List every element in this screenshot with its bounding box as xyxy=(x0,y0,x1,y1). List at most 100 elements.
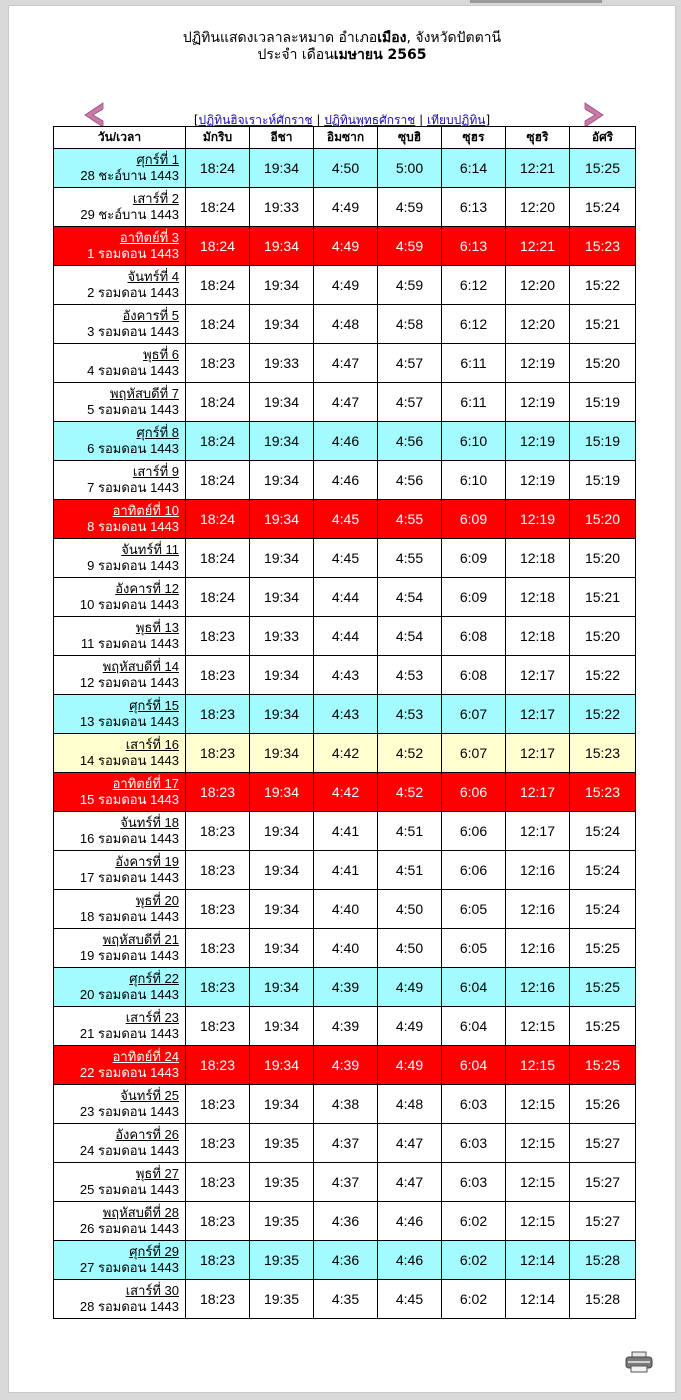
time-cell: 18:24 xyxy=(185,460,250,500)
time-cell: 4:45 xyxy=(377,1279,442,1319)
time-cell: 15:27 xyxy=(569,1162,636,1202)
day-link[interactable]: ศุกร์ที่ 15 xyxy=(129,698,179,713)
time-cell: 15:19 xyxy=(569,382,636,422)
day-link[interactable]: ศุกร์ที่ 1 xyxy=(136,152,179,167)
table-row: พุธที่ 27 25 รอมดอน 1443 18:23 19:35 4:37 4:4… xyxy=(53,1162,636,1202)
time-cell: 12:16 xyxy=(505,850,570,890)
time-cell: 12:20 xyxy=(505,304,570,344)
time-cell: 19:34 xyxy=(249,577,314,617)
time-cell: 15:20 xyxy=(569,616,636,656)
time-cell: 4:36 xyxy=(313,1201,378,1241)
time-cell: 6:03 xyxy=(441,1123,506,1163)
day-link[interactable]: พฤหัสบดีที่ 14 xyxy=(102,659,179,674)
hijri-date: 27 รอมดอน 1443 xyxy=(79,1260,179,1275)
day-link[interactable]: เสาร์ที่ 30 xyxy=(125,1283,179,1298)
date-cell: พุธที่ 27 25 รอมดอน 1443 xyxy=(53,1162,186,1202)
day-link[interactable]: พฤหัสบดีที่ 7 xyxy=(109,386,179,401)
table-row: เสาร์ที่ 16 14 รอมดอน 1443 18:23 19:34 4:42 4… xyxy=(53,733,636,773)
title-district: เมือง xyxy=(377,30,407,46)
time-cell: 6:06 xyxy=(441,811,506,851)
day-link[interactable]: พฤหัสบดีที่ 28 xyxy=(102,1205,179,1220)
day-link[interactable]: พุธที่ 20 xyxy=(135,893,179,908)
time-cell: 4:53 xyxy=(377,655,442,695)
date-cell: ศุกร์ที่ 1 28 ชะอ์บาน 1443 xyxy=(53,148,186,188)
time-cell: 4:50 xyxy=(377,928,442,968)
title-line-1: ปฏิทินแสดงเวลาละหมาด อำเภอเมือง, จังหวัด… xyxy=(9,30,675,47)
day-link[interactable]: จันทร์ที่ 4 xyxy=(127,269,179,284)
chevron-left-icon[interactable] xyxy=(83,102,105,128)
hijri-date: 18 รอมดอน 1443 xyxy=(79,909,179,924)
date-cell: จันทร์ที่ 11 9 รอมดอน 1443 xyxy=(53,538,186,578)
printer-icon[interactable] xyxy=(625,1351,653,1373)
time-cell: 4:49 xyxy=(377,1045,442,1085)
time-cell: 4:45 xyxy=(313,499,378,539)
time-cell: 4:42 xyxy=(313,772,378,812)
time-cell: 6:08 xyxy=(441,655,506,695)
time-cell: 18:23 xyxy=(185,655,250,695)
time-cell: 4:37 xyxy=(313,1162,378,1202)
day-link[interactable]: ศุกร์ที่ 29 xyxy=(129,1244,179,1259)
day-link[interactable]: อาทิตย์ที่ 3 xyxy=(119,230,179,245)
hijri-date: 11 รอมดอน 1443 xyxy=(80,636,179,651)
table-row: อาทิตย์ที่ 10 8 รอมดอน 1443 18:24 19:34 4:45… xyxy=(53,499,636,539)
day-link[interactable]: อังคารที่ 26 xyxy=(115,1127,179,1142)
day-link[interactable]: พุธที่ 27 xyxy=(135,1166,179,1181)
day-link[interactable]: อังคารที่ 12 xyxy=(115,581,179,596)
time-cell: 6:06 xyxy=(441,850,506,890)
column-header: ซุฮร xyxy=(441,126,506,149)
date-cell: จันทร์ที่ 25 23 รอมดอน 1443 xyxy=(53,1084,186,1124)
hijri-date: 28 รอมดอน 1443 xyxy=(79,1299,179,1314)
day-link[interactable]: เสาร์ที่ 16 xyxy=(125,737,179,752)
date-cell: เสาร์ที่ 16 14 รอมดอน 1443 xyxy=(53,733,186,773)
day-link[interactable]: เสาร์ที่ 2 xyxy=(132,191,179,206)
day-link[interactable]: จันทร์ที่ 18 xyxy=(120,815,179,830)
day-link[interactable]: อาทิตย์ที่ 24 xyxy=(112,1049,179,1064)
time-cell: 19:33 xyxy=(249,187,314,227)
time-cell: 4:37 xyxy=(313,1123,378,1163)
time-cell: 15:28 xyxy=(569,1240,636,1280)
date-cell: เสาร์ที่ 23 21 รอมดอน 1443 xyxy=(53,1006,186,1046)
day-link[interactable]: อังคารที่ 5 xyxy=(122,308,179,323)
hijri-date: 23 รอมดอน 1443 xyxy=(79,1104,179,1119)
hijri-calendar-link[interactable]: ปฏิทินฮิจเราะห์ศักราช xyxy=(198,113,313,127)
time-cell: 6:03 xyxy=(441,1162,506,1202)
table-row: พุธที่ 13 11 รอมดอน 1443 18:23 19:33 4:44 4:5… xyxy=(53,616,636,656)
day-link[interactable]: เสาร์ที่ 23 xyxy=(125,1010,179,1025)
hijri-date: 7 รอมดอน 1443 xyxy=(87,480,179,495)
table-row: อังคารที่ 12 10 รอมดอน 1443 18:24 19:34 4:44… xyxy=(53,577,636,617)
day-link[interactable]: เสาร์ที่ 9 xyxy=(132,464,179,479)
time-cell: 18:23 xyxy=(185,1201,250,1241)
table-body: ศุกร์ที่ 1 28 ชะอ์บาน 1443 18:24 19:34 4:50 5… xyxy=(53,148,636,1319)
time-cell: 5:00 xyxy=(377,148,442,188)
day-link[interactable]: จันทร์ที่ 11 xyxy=(121,542,179,557)
table-row: อังคารที่ 19 17 รอมดอน 1443 18:23 19:34 4:41… xyxy=(53,850,636,890)
time-cell: 4:52 xyxy=(377,733,442,773)
time-cell: 19:35 xyxy=(249,1240,314,1280)
date-cell: พฤหัสบดีที่ 21 19 รอมดอน 1443 xyxy=(53,928,186,968)
day-link[interactable]: พุธที่ 13 xyxy=(135,620,179,635)
time-cell: 12:15 xyxy=(505,1006,570,1046)
buddhist-calendar-link[interactable]: ปฏิทินพุทธศักราช xyxy=(324,113,416,127)
day-link[interactable]: อังคารที่ 19 xyxy=(115,854,179,869)
time-cell: 4:44 xyxy=(313,616,378,656)
day-link[interactable]: อาทิตย์ที่ 10 xyxy=(112,503,179,518)
time-cell: 4:46 xyxy=(313,421,378,461)
time-cell: 18:23 xyxy=(185,928,250,968)
time-cell: 6:02 xyxy=(441,1201,506,1241)
chevron-right-icon[interactable] xyxy=(583,102,605,128)
time-cell: 19:34 xyxy=(249,538,314,578)
day-link[interactable]: พุธที่ 6 xyxy=(143,347,179,362)
table-row: พุธที่ 20 18 รอมดอน 1443 18:23 19:34 4:40 4:5… xyxy=(53,889,636,929)
time-cell: 19:35 xyxy=(249,1123,314,1163)
time-cell: 6:02 xyxy=(441,1279,506,1319)
day-link[interactable]: พฤหัสบดีที่ 21 xyxy=(102,932,179,947)
compare-calendar-link[interactable]: เทียบปฏิทิน xyxy=(427,113,486,127)
day-link[interactable]: ศุกร์ที่ 22 xyxy=(129,971,179,986)
day-link[interactable]: จันทร์ที่ 25 xyxy=(120,1088,179,1103)
day-link[interactable]: ศุกร์ที่ 8 xyxy=(136,425,179,440)
time-cell: 12:15 xyxy=(505,1045,570,1085)
time-cell: 19:34 xyxy=(249,928,314,968)
time-cell: 15:20 xyxy=(569,499,636,539)
day-link[interactable]: อาทิตย์ที่ 17 xyxy=(112,776,179,791)
time-cell: 6:12 xyxy=(441,265,506,305)
